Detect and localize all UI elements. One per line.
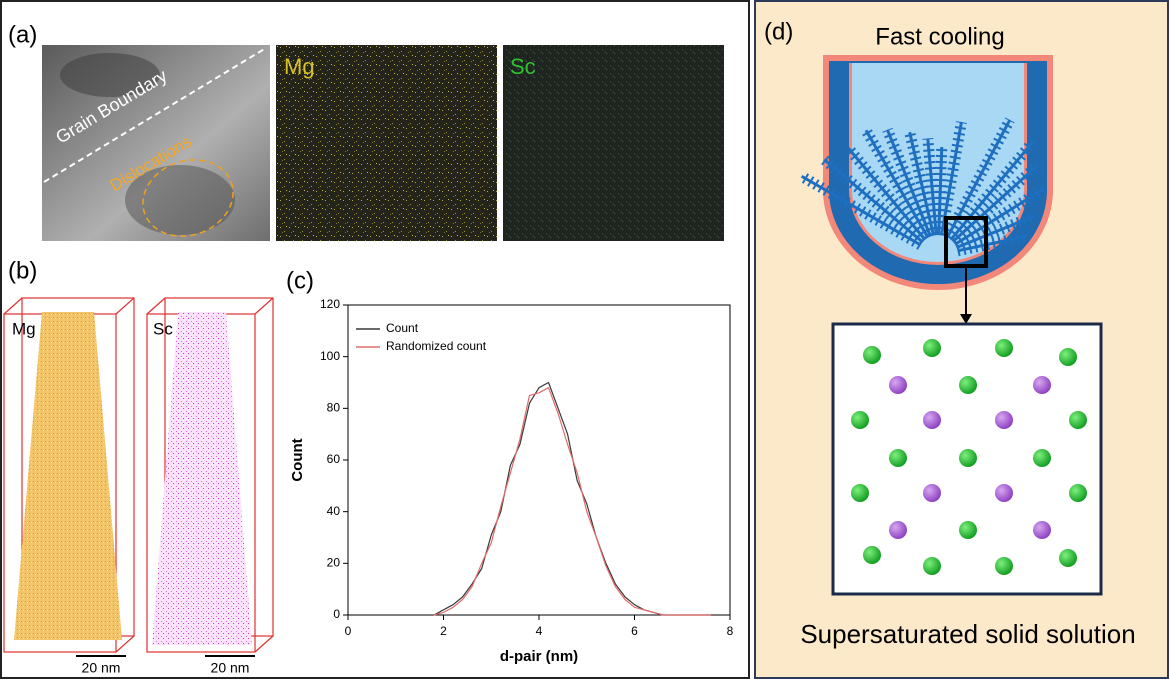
map-label: Sc — [510, 54, 536, 79]
atom-green — [1069, 484, 1087, 502]
atom-purple — [889, 521, 907, 539]
atom-purple — [995, 484, 1013, 502]
atom-purple — [923, 411, 941, 429]
map-label: Sc — [153, 319, 173, 338]
atom-green — [851, 411, 869, 429]
atom-green — [923, 557, 941, 575]
scale-label: 20 nm — [82, 660, 121, 676]
atom-green — [851, 484, 869, 502]
map-label: Mg — [12, 319, 36, 338]
y-tick-label: 120 — [320, 297, 340, 311]
y-tick-label: 100 — [320, 349, 340, 363]
panel-title: Fast cooling — [875, 23, 1004, 50]
legend-label: Randomized count — [386, 339, 487, 353]
panel-label: (d) — [764, 18, 793, 45]
atom-green — [863, 546, 881, 564]
atom-green — [1059, 348, 1077, 366]
legend-label: Count — [386, 321, 419, 335]
atom-purple — [995, 411, 1013, 429]
x-tick-label: 6 — [631, 624, 638, 638]
caption: Supersaturated solid solution — [800, 619, 1135, 649]
atom-green — [1069, 411, 1087, 429]
atom-purple — [1033, 376, 1051, 394]
y-axis-label: Count — [289, 438, 306, 481]
map-label: Mg — [284, 54, 315, 79]
y-tick-label: 60 — [327, 452, 341, 466]
scale-label: 20 nm — [211, 660, 250, 676]
y-tick-label: 80 — [327, 401, 341, 415]
x-tick-label: 2 — [440, 624, 447, 638]
atom-green — [959, 521, 977, 539]
x-axis-label: d-pair (nm) — [500, 648, 578, 665]
y-tick-label: 0 — [333, 607, 340, 621]
x-tick-label: 8 — [727, 624, 734, 638]
atom-green — [995, 339, 1013, 357]
atom-green — [959, 449, 977, 467]
atom-green — [923, 339, 941, 357]
atom-green — [959, 376, 977, 394]
y-tick-label: 40 — [327, 504, 341, 518]
y-tick-label: 20 — [327, 556, 341, 570]
atom-green — [889, 449, 907, 467]
atom-green — [1033, 449, 1051, 467]
atom-purple — [889, 376, 907, 394]
atom-purple — [1033, 521, 1051, 539]
atom-green — [1059, 549, 1077, 567]
panel-label: (c) — [286, 267, 314, 294]
panel-label: (b) — [8, 257, 37, 284]
atom-purple — [923, 484, 941, 502]
x-tick-label: 4 — [536, 624, 543, 638]
sc-map — [503, 45, 724, 241]
x-tick-label: 0 — [345, 624, 352, 638]
panel-label: (a) — [8, 21, 37, 48]
figure: (a) Grain Boundary Dislocations Mg Sc (b… — [0, 0, 1170, 680]
atom-green — [863, 346, 881, 364]
atom-green — [995, 557, 1013, 575]
